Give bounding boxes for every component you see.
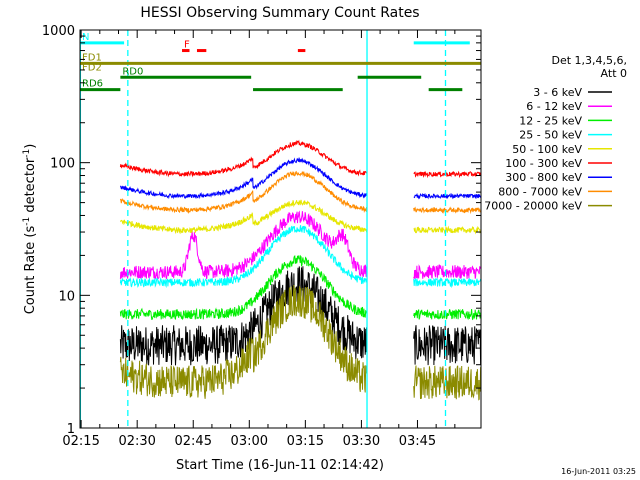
x-tick-label-2: 02:45 — [175, 434, 212, 449]
series-line-6-0 — [119, 156, 368, 200]
legend-header-detectors: Det 1,3,4,5,6, — [551, 54, 627, 67]
series-line-1-0 — [119, 210, 368, 281]
legend-label-4: 50 - 100 keV — [512, 143, 582, 156]
footer-timestamp: 16-Jun-2011 03:25 — [561, 467, 636, 476]
series-line-8-0 — [119, 284, 368, 399]
y-tick-label-3: 1000 — [42, 24, 75, 39]
y-tick-label-0: 1 — [67, 422, 75, 437]
legend-label-7: 800 - 7000 keV — [498, 185, 582, 198]
series-line-4-1 — [413, 225, 481, 235]
x-tick-label-1: 02:30 — [118, 434, 155, 449]
legend-label-5: 100 - 300 keV — [505, 157, 582, 170]
flag-label-rd6: RD6 — [82, 79, 103, 90]
y-axis-label: Count Rate (s-1 detector-1) — [22, 144, 38, 315]
flag-label-n: N — [82, 32, 89, 43]
legend-label-6: 300 - 800 keV — [505, 171, 582, 184]
y-tick-label-1: 10 — [58, 289, 75, 304]
y-tick-label-2: 100 — [50, 157, 75, 172]
y-label-sup-1: -1 — [22, 217, 32, 226]
series-line-3-0 — [119, 225, 368, 289]
x-tick-label-0: 02:15 — [62, 434, 99, 449]
legend-label-1: 6 - 12 keV — [526, 100, 582, 113]
series-line-6-1 — [413, 192, 482, 200]
flag-label-fd2: FD2 — [82, 63, 102, 74]
flag-label-f: F — [184, 40, 190, 51]
series-line-0-0 — [119, 266, 368, 366]
series-line-4-0 — [119, 199, 368, 235]
legend-header-attenuator: Att 0 — [601, 67, 627, 80]
series-line-2-1 — [413, 308, 482, 321]
series-line-8-1 — [413, 365, 482, 401]
flag-label-fd1: FD1 — [82, 52, 102, 63]
legend-label-8: 7000 - 20000 keV — [484, 200, 582, 213]
legend-label-3: 25 - 50 keV — [519, 129, 582, 142]
y-label-end: ) — [23, 144, 38, 149]
series-line-7-0 — [119, 170, 368, 215]
series-line-7-1 — [413, 206, 481, 215]
x-tick-label-6: 03:45 — [399, 434, 436, 449]
y-label-mid: detector — [23, 157, 38, 217]
series-line-3-1 — [413, 276, 482, 289]
legend-label-2: 12 - 25 keV — [519, 114, 582, 127]
y-label-sup-2: -1 — [22, 149, 32, 158]
chart-title: HESSI Observing Summary Count Rates — [140, 5, 419, 21]
x-tick-label-3: 03:00 — [231, 434, 268, 449]
plot-frame — [79, 29, 482, 429]
series-line-5-0 — [119, 139, 367, 178]
x-tick-label-4: 03:15 — [287, 434, 324, 449]
x-axis-label: Start Time (16-Jun-11 02:14:42) — [176, 458, 384, 473]
series-line-0-1 — [413, 325, 482, 366]
axis-layer: 02:15 02:30 02:45 03:00 03:15 03:30 03:45 1 10 10… — [42, 24, 481, 449]
legend-label-0: 3 - 6 keV — [533, 86, 582, 99]
series-line-5-1 — [413, 170, 482, 179]
series-line-2-0 — [119, 254, 368, 321]
series-layer — [119, 139, 482, 401]
y-label-main: Count Rate (s — [23, 226, 38, 315]
series-line-1-1 — [413, 263, 481, 280]
x-tick-label-5: 03:30 — [343, 434, 380, 449]
flag-label-rd0: RD0 — [122, 66, 143, 77]
